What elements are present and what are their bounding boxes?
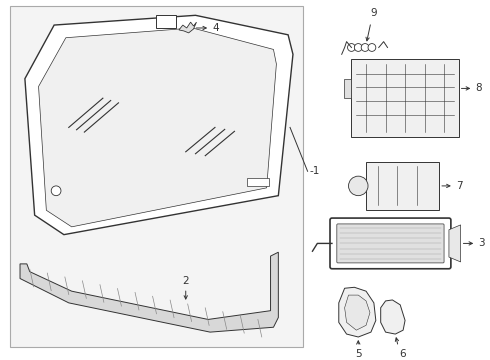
Polygon shape [344,295,370,330]
Circle shape [348,176,368,195]
Text: 2: 2 [182,276,189,286]
FancyBboxPatch shape [330,218,451,269]
FancyBboxPatch shape [351,59,459,137]
Polygon shape [156,15,176,28]
Text: -1: -1 [310,166,320,176]
Polygon shape [343,79,351,98]
Text: 4: 4 [212,23,219,33]
Text: 3: 3 [478,238,485,248]
Circle shape [368,44,376,51]
Polygon shape [25,15,293,235]
FancyBboxPatch shape [337,224,444,263]
Text: 7: 7 [456,181,463,191]
Text: 5: 5 [355,349,362,359]
FancyBboxPatch shape [366,162,439,210]
FancyBboxPatch shape [247,178,269,186]
Polygon shape [20,252,278,332]
Text: 6: 6 [399,349,405,359]
Polygon shape [381,300,405,334]
Circle shape [354,44,362,51]
Polygon shape [449,225,461,262]
Polygon shape [179,22,196,33]
FancyBboxPatch shape [10,5,303,347]
Circle shape [361,44,369,51]
Text: 8: 8 [475,84,482,94]
Text: 9: 9 [370,8,377,18]
Polygon shape [39,28,276,227]
Polygon shape [339,287,376,337]
Circle shape [51,186,61,195]
Circle shape [347,44,355,51]
